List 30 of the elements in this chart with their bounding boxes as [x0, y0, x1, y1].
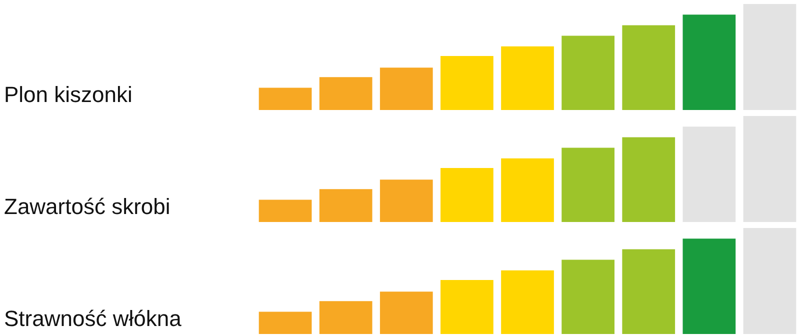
bar	[743, 4, 796, 110]
bar	[743, 228, 796, 334]
bar	[440, 280, 494, 334]
bar	[258, 88, 312, 110]
bar	[501, 270, 554, 334]
bar	[682, 126, 736, 222]
bar	[743, 116, 796, 222]
text: Strawność włókna	[3, 306, 182, 333]
bar	[501, 158, 554, 222]
bar	[440, 168, 494, 222]
bar	[622, 137, 676, 222]
bar	[562, 260, 614, 334]
bar	[622, 249, 676, 334]
bar	[319, 189, 372, 222]
bar	[440, 56, 494, 110]
bar	[380, 180, 433, 222]
bar	[562, 36, 614, 110]
bar	[682, 238, 736, 334]
bar	[380, 292, 433, 334]
text: Zawartość skrobi	[3, 194, 172, 221]
bar	[682, 14, 736, 110]
bar	[501, 46, 554, 110]
bar	[319, 301, 372, 334]
bar	[380, 68, 433, 110]
bar	[258, 312, 312, 334]
bar	[258, 200, 312, 222]
bar	[319, 77, 372, 110]
bar	[622, 25, 676, 110]
text: Plon kiszonki	[3, 82, 134, 109]
bar	[562, 148, 614, 222]
